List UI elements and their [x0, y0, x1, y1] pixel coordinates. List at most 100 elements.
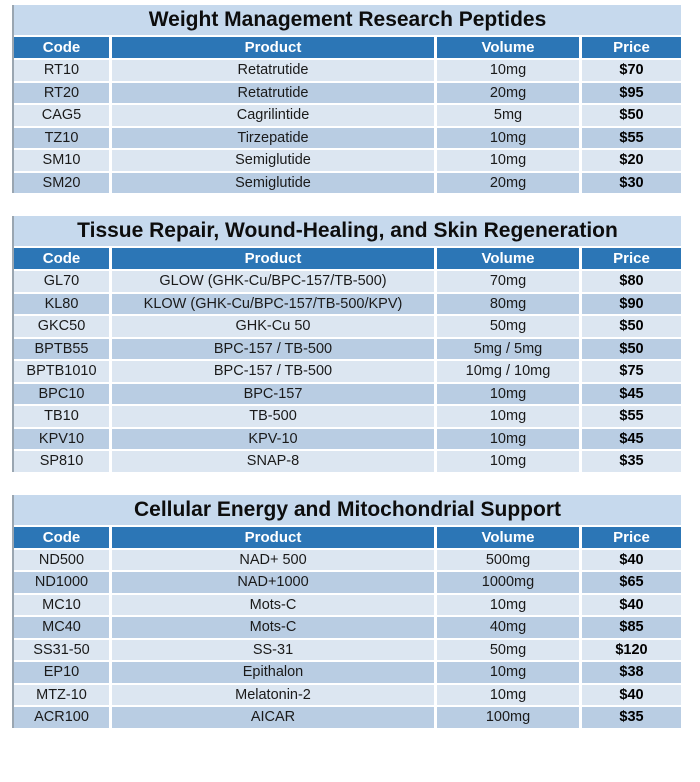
cell-volume: 10mg: [437, 426, 582, 449]
cell-code: SS31-50: [14, 637, 112, 660]
column-header-price: Price: [582, 37, 681, 58]
cell-product: Mots-C: [112, 615, 437, 638]
cell-product: GHK-Cu 50: [112, 314, 437, 337]
cell-product: TB-500: [112, 404, 437, 427]
table-row: SM20 Semiglutide 20mg $30: [14, 170, 681, 193]
cell-volume: 1000mg: [437, 570, 582, 593]
cell-code: BPTB1010: [14, 359, 112, 382]
cell-price: $45: [582, 426, 681, 449]
cell-code: BPTB55: [14, 336, 112, 359]
cell-product: Retatrutide: [112, 80, 437, 103]
cell-code: ND1000: [14, 570, 112, 593]
table-section-cellular-energy: Cellular Energy and Mitochondrial Suppor…: [12, 494, 681, 728]
table-row: BPC10 BPC-157 10mg $45: [14, 381, 681, 404]
cell-code: ACR100: [14, 705, 112, 728]
table-row: SM10 Semiglutide 10mg $20: [14, 148, 681, 171]
cell-price: $38: [582, 660, 681, 683]
table-section-tissue-repair: Tissue Repair, Wound-Healing, and Skin R…: [12, 216, 681, 472]
cell-volume: 10mg: [437, 125, 582, 148]
column-header-volume: Volume: [437, 526, 582, 548]
cell-price: $20: [582, 148, 681, 171]
cell-volume: 50mg: [437, 637, 582, 660]
cell-code: SM10: [14, 148, 112, 171]
cell-product: SS-31: [112, 637, 437, 660]
cell-code: KL80: [14, 291, 112, 314]
price-table-cellular-energy: Code Product Volume Price ND500 NAD+ 500…: [14, 526, 681, 728]
cell-volume: 10mg: [437, 449, 582, 472]
header-row: Code Product Volume Price: [14, 37, 681, 58]
cell-product: AICAR: [112, 705, 437, 728]
table-section-weight-management: Weight Management Research Peptides Code…: [12, 5, 681, 193]
table-row: EP10 Epithalon 10mg $38: [14, 660, 681, 683]
cell-code: SP810: [14, 449, 112, 472]
cell-product: KPV-10: [112, 426, 437, 449]
cell-price: $70: [582, 58, 681, 81]
cell-code: CAG5: [14, 103, 112, 126]
table-title-weight-management: Weight Management Research Peptides: [14, 5, 681, 35]
table-row: KPV10 KPV-10 10mg $45: [14, 426, 681, 449]
cell-product: GLOW (GHK-Cu/BPC-157/TB-500): [112, 269, 437, 292]
cell-product: Epithalon: [112, 660, 437, 683]
cell-volume: 40mg: [437, 615, 582, 638]
cell-volume: 10mg: [437, 682, 582, 705]
cell-price: $65: [582, 570, 681, 593]
cell-price: $35: [582, 449, 681, 472]
cell-price: $95: [582, 80, 681, 103]
cell-code: RT20: [14, 80, 112, 103]
cell-code: BPC10: [14, 381, 112, 404]
column-header-product: Product: [112, 526, 437, 548]
cell-price: $30: [582, 170, 681, 193]
table-row: ND1000 NAD+1000 1000mg $65: [14, 570, 681, 593]
header-row: Code Product Volume Price: [14, 248, 681, 269]
cell-price: $50: [582, 314, 681, 337]
table-row: SS31-50 SS-31 50mg $120: [14, 637, 681, 660]
table-row: RT20 Retatrutide 20mg $95: [14, 80, 681, 103]
table-row: ND500 NAD+ 500 500mg $40: [14, 547, 681, 570]
cell-code: TB10: [14, 404, 112, 427]
table-row: MC40 Mots-C 40mg $85: [14, 615, 681, 638]
cell-price: $35: [582, 705, 681, 728]
cell-price: $40: [582, 682, 681, 705]
table-row: BPTB1010 BPC-157 / TB-500 10mg / 10mg $7…: [14, 359, 681, 382]
column-header-product: Product: [112, 248, 437, 269]
cell-product: Retatrutide: [112, 58, 437, 81]
cell-price: $120: [582, 637, 681, 660]
column-header-product: Product: [112, 37, 437, 58]
cell-code: GL70: [14, 269, 112, 292]
cell-price: $40: [582, 592, 681, 615]
cell-volume: 10mg: [437, 58, 582, 81]
cell-product: Mots-C: [112, 592, 437, 615]
cell-volume: 20mg: [437, 170, 582, 193]
cell-volume: 50mg: [437, 314, 582, 337]
table-title-cellular-energy: Cellular Energy and Mitochondrial Suppor…: [14, 494, 681, 525]
table-row: GKC50 GHK-Cu 50 50mg $50: [14, 314, 681, 337]
table-row: RT10 Retatrutide 10mg $70: [14, 58, 681, 81]
cell-price: $50: [582, 103, 681, 126]
table-row: KL80 KLOW (GHK-Cu/BPC-157/TB-500/KPV) 80…: [14, 291, 681, 314]
cell-volume: 10mg: [437, 592, 582, 615]
cell-volume: 10mg: [437, 404, 582, 427]
table-row: TZ10 Tirzepatide 10mg $55: [14, 125, 681, 148]
cell-product: Semiglutide: [112, 148, 437, 171]
cell-volume: 5mg / 5mg: [437, 336, 582, 359]
cell-volume: 10mg: [437, 148, 582, 171]
cell-code: MTZ-10: [14, 682, 112, 705]
cell-price: $90: [582, 291, 681, 314]
cell-code: ND500: [14, 547, 112, 570]
column-header-code: Code: [14, 248, 112, 269]
cell-code: TZ10: [14, 125, 112, 148]
cell-price: $50: [582, 336, 681, 359]
column-header-code: Code: [14, 37, 112, 58]
cell-product: BPC-157 / TB-500: [112, 359, 437, 382]
table-row: TB10 TB-500 10mg $55: [14, 404, 681, 427]
table-row: SP810 SNAP-8 10mg $35: [14, 449, 681, 472]
cell-code: KPV10: [14, 426, 112, 449]
cell-product: BPC-157 / TB-500: [112, 336, 437, 359]
column-header-volume: Volume: [437, 248, 582, 269]
cell-product: Melatonin-2: [112, 682, 437, 705]
table-row: CAG5 Cagrilintide 5mg $50: [14, 103, 681, 126]
cell-price: $55: [582, 125, 681, 148]
table-title-tissue-repair: Tissue Repair, Wound-Healing, and Skin R…: [14, 216, 681, 246]
cell-product: NAD+ 500: [112, 547, 437, 570]
cell-product: BPC-157: [112, 381, 437, 404]
